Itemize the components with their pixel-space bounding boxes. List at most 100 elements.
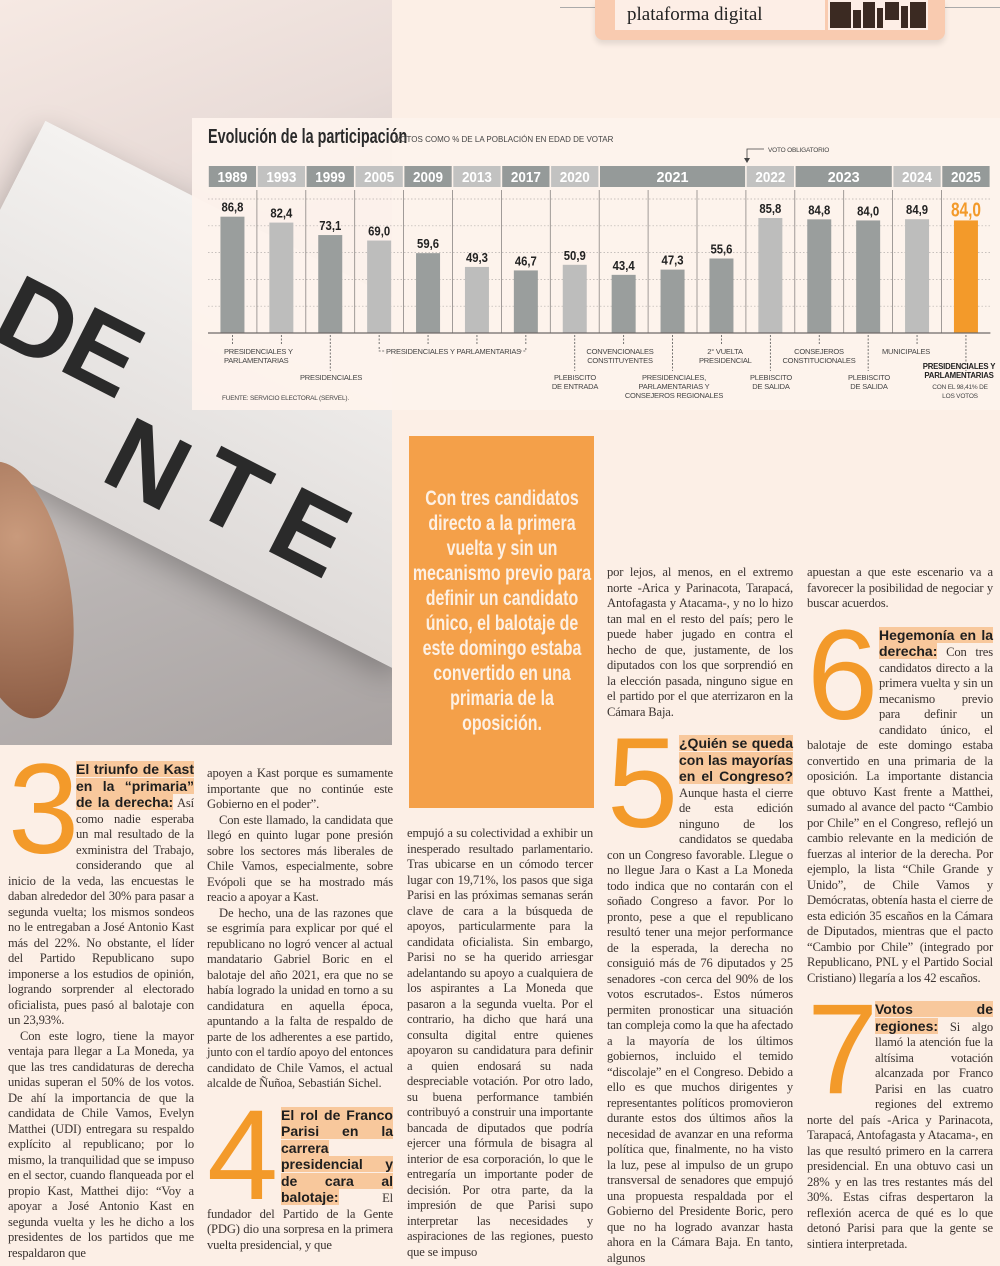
body-paragraph: empujó a su colectividad a exhibir un in… bbox=[407, 826, 593, 1259]
promo-text: plataforma digital bbox=[627, 4, 763, 25]
bar bbox=[758, 218, 783, 333]
chart-subtitle: VOTOS COMO % DE LA POBLACIÓN EN EDAD DE … bbox=[395, 135, 614, 144]
annotation-bracket bbox=[378, 347, 386, 352]
bar-value-label: 59,6 bbox=[417, 237, 439, 251]
year-header-cell bbox=[893, 166, 941, 187]
bar-value-label: 43,4 bbox=[613, 259, 635, 273]
section-number: 4 bbox=[207, 1083, 279, 1227]
body-paragraph: De hecho, una de las razones que se esgr… bbox=[207, 905, 393, 1091]
year-header-cell bbox=[208, 166, 257, 187]
arrow-icon bbox=[744, 158, 750, 163]
year-label: 1993 bbox=[266, 169, 296, 186]
bar-value-label: 46,7 bbox=[515, 254, 537, 268]
article-column-1: 3 El triunfo de Kast en la “primaria” de… bbox=[8, 738, 194, 1261]
bar-value-label: 69,0 bbox=[368, 225, 390, 239]
year-label: 2005 bbox=[364, 169, 394, 186]
year-label: 2025 bbox=[951, 169, 981, 186]
body-paragraph: apuestan a que este escenario va a favor… bbox=[807, 565, 993, 610]
chart-title: Evolución de la participación bbox=[208, 126, 408, 148]
arrow-icon bbox=[746, 148, 764, 161]
bar bbox=[660, 269, 685, 333]
annotation-label: PRESIDENCIALES, PARLAMENTARIAS Y CONSEJE… bbox=[624, 373, 724, 400]
annotation-bracket bbox=[519, 347, 527, 352]
year-header-cell bbox=[942, 166, 990, 187]
annotation-label: PRESIDENCIALES Y PARLAMENTARIAS bbox=[386, 347, 521, 356]
chart-plot: 1989 1993 1999 2005 2009 2013 2017 2020 2021 2022… bbox=[208, 148, 991, 371]
body-paragraph: apoyen a Kast porque es sumamente import… bbox=[207, 766, 393, 811]
year-header-cell bbox=[600, 166, 746, 187]
bar-value-label: 82,4 bbox=[270, 207, 292, 221]
year-label: 1989 bbox=[217, 169, 247, 186]
article-column-2: apoyen a Kast porque es sumamente import… bbox=[207, 766, 393, 1253]
body-paragraph: Con este logro, tiene la mayor ventaja p… bbox=[8, 1028, 194, 1260]
year-label: 2009 bbox=[413, 169, 443, 186]
section-number: 5 bbox=[607, 712, 679, 855]
bar-value-label: 84,0 bbox=[951, 199, 981, 221]
year-label: 2020 bbox=[560, 169, 590, 186]
body-text: Con tres candidatos directo a la primera… bbox=[807, 645, 993, 985]
bar bbox=[416, 253, 441, 333]
year-label: 2013 bbox=[462, 169, 492, 186]
bar-value-label: 73,1 bbox=[319, 219, 341, 233]
bar bbox=[464, 266, 489, 333]
bar-value-label: 47,3 bbox=[662, 254, 684, 268]
annotation-note: CON EL 98,41% DE LOS VOTOS bbox=[932, 384, 988, 400]
annotation-label-highlight: PRESIDENCIALES Y PARLAMENTARIAS bbox=[922, 362, 996, 380]
body-text: El fundador del Partido de la Gente (PDG… bbox=[207, 1191, 393, 1252]
compulsory-vote-label: VOTO OBLIGATORIO bbox=[768, 147, 830, 154]
bar bbox=[269, 222, 294, 333]
section-paragraph: El rol de Franco Parisi en la carrera pr… bbox=[207, 1106, 393, 1254]
annotation-label: CONSEJEROS CONSTITUCIONALES bbox=[782, 347, 856, 365]
body-paragraph: Con este llamado, la candidata que llegó… bbox=[207, 812, 393, 905]
bar bbox=[611, 274, 636, 333]
divider bbox=[945, 7, 1000, 8]
year-header-cell bbox=[404, 166, 452, 187]
bar bbox=[562, 264, 587, 333]
article-column-4: por lejos, al menos, en el extremo norte… bbox=[607, 565, 793, 1266]
year-label: 2024 bbox=[902, 169, 933, 186]
qr-code-icon[interactable] bbox=[828, 0, 928, 30]
divider bbox=[560, 7, 595, 8]
annotation-label: PLEBISCITO DE SALIDA bbox=[749, 373, 793, 391]
section-paragraph: El triunfo de Kast en la “primaria” de l… bbox=[8, 761, 194, 1029]
chart-source: FUENTE: SERVICIO ELECTORAL (SERVEL). bbox=[222, 395, 349, 402]
bar-value-label: 86,8 bbox=[221, 201, 243, 215]
annotation-label: PRESIDENCIALES Y PARLAMENTARIAS bbox=[224, 347, 293, 365]
pull-quote-text: Con tres candidatos directo a la primera… bbox=[412, 487, 592, 735]
article-section-7: 7 Votos de regiones: Si algo llamó la at… bbox=[807, 978, 993, 1252]
section-paragraph: Votos de regiones: Si algo llamó la aten… bbox=[807, 1001, 993, 1252]
bar-value-label: 84,9 bbox=[906, 203, 928, 217]
bar bbox=[709, 258, 734, 333]
year-header-cell bbox=[502, 166, 550, 187]
annotation-label: PLEBISCITO DE ENTRADA bbox=[551, 373, 599, 391]
bar bbox=[856, 220, 881, 333]
section-number: 3 bbox=[8, 738, 80, 881]
body-text: Aunque hasta el cierre de esta edición n… bbox=[607, 785, 793, 1265]
annotation-label: 2° VUELTA PRESIDENCIAL bbox=[699, 347, 752, 365]
year-header-cell bbox=[355, 166, 403, 187]
bar bbox=[953, 220, 978, 333]
year-label: 2023 bbox=[828, 169, 860, 186]
section-number: 6 bbox=[807, 603, 879, 747]
article-column-5: apuestan a que este escenario va a favor… bbox=[807, 565, 993, 1252]
annotation-label: CONVENCIONALES CONSTITUYENTES bbox=[586, 347, 654, 365]
bar-value-label: 55,6 bbox=[710, 242, 732, 256]
bar bbox=[807, 219, 832, 333]
year-header-cell bbox=[306, 166, 354, 187]
article-section-4: 4 El rol de Franco Parisi en la carrera … bbox=[207, 1083, 393, 1254]
section-paragraph: Hegemonía en la derecha: Con tres candid… bbox=[807, 626, 993, 987]
section-number: 7 bbox=[807, 978, 879, 1121]
bar bbox=[318, 235, 343, 333]
bar-value-label: 85,8 bbox=[759, 202, 781, 216]
annotation-label: PLEBISCITO DE SALIDA bbox=[847, 373, 891, 391]
section-heading: ¿Quién se queda con las mayorías en el C… bbox=[679, 735, 793, 784]
article-column-3: empujó a su colectividad a exhibir un in… bbox=[407, 826, 593, 1260]
section-heading: El rol de Franco Parisi en la carrera pr… bbox=[281, 1106, 393, 1205]
bar bbox=[905, 219, 930, 333]
bar bbox=[367, 240, 392, 333]
year-header-cell bbox=[746, 166, 794, 187]
annotation-label: MUNICIPALES bbox=[882, 347, 931, 356]
article-section-5: 5 ¿Quién se queda con las mayorías en el… bbox=[607, 712, 793, 1266]
year-label: 2017 bbox=[511, 169, 541, 186]
year-header-cell bbox=[551, 166, 599, 187]
